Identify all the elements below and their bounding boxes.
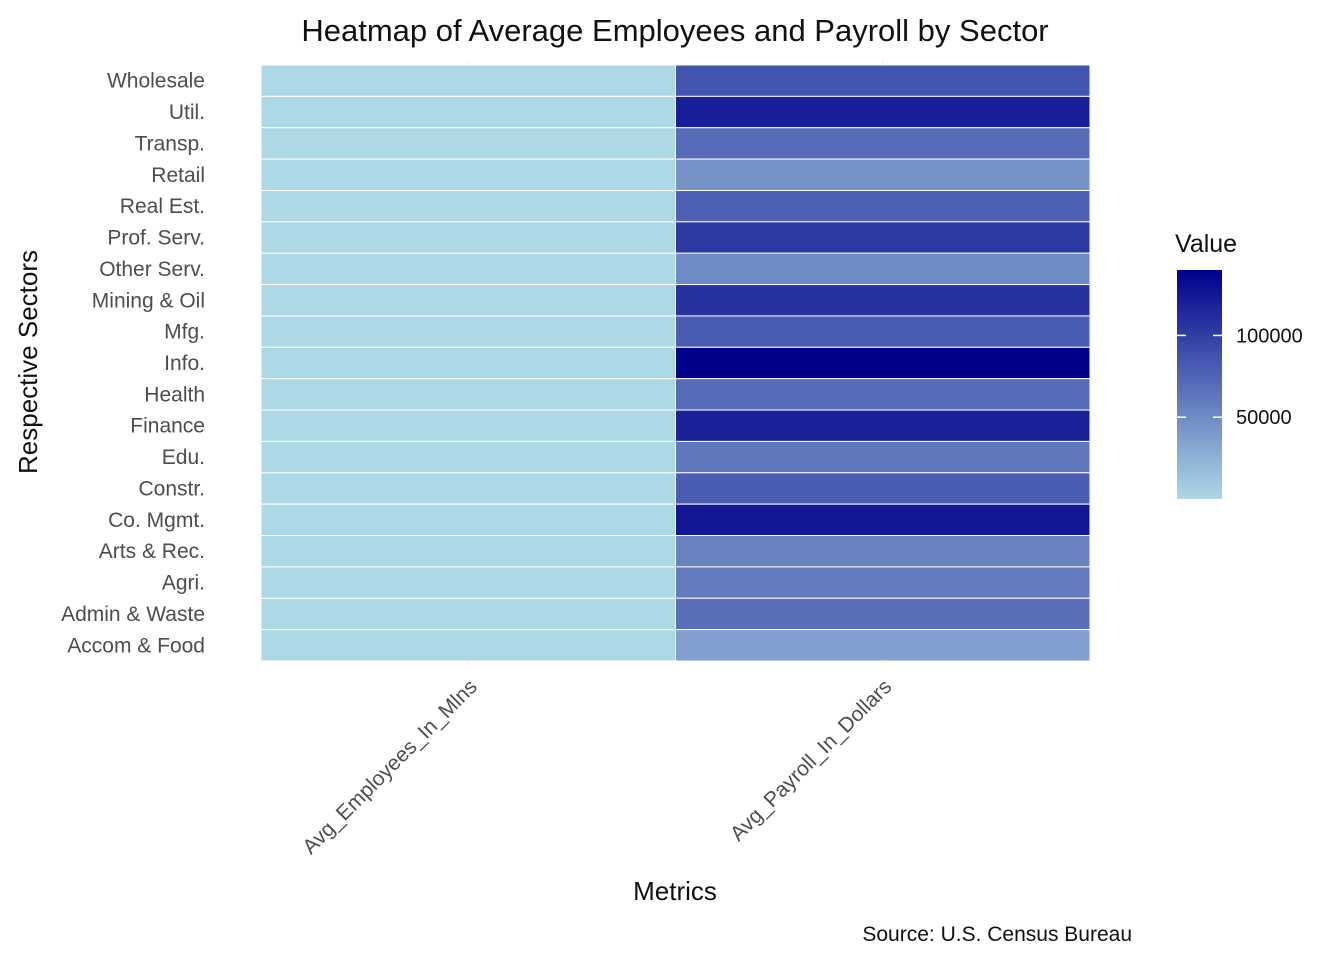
heatmap-cell xyxy=(675,597,1091,631)
y-tick-label: Mfg. xyxy=(164,321,205,344)
heatmap-cell xyxy=(260,409,676,442)
y-tick-label: Constr. xyxy=(138,477,205,500)
heatmap-cell xyxy=(260,629,676,662)
y-tick-label: Wholesale xyxy=(107,70,205,93)
legend-tick-label: 100000 xyxy=(1236,325,1303,347)
heatmap-cell xyxy=(260,189,676,223)
x-tick-label: Avg_Employees_In_Mlns xyxy=(298,675,482,859)
heatmap-cell xyxy=(260,597,676,631)
y-tick-label: Health xyxy=(144,383,205,406)
heatmap-cell xyxy=(675,346,1091,380)
y-tick-label: Arts & Rec. xyxy=(99,540,205,563)
heatmap-cell xyxy=(675,535,1091,568)
y-tick-label: Retail xyxy=(151,164,205,187)
heatmap-cell xyxy=(260,503,676,537)
heatmap-cell xyxy=(260,158,676,191)
legend-tick-label: 50000 xyxy=(1236,407,1292,429)
heatmap-cell xyxy=(675,378,1091,411)
y-tick-label: Other Serv. xyxy=(99,258,205,281)
y-tick-label: Agri. xyxy=(162,572,205,595)
heatmap-cell xyxy=(260,440,676,474)
heatmap-cell xyxy=(260,252,676,286)
heatmap-cell xyxy=(260,95,676,129)
heatmap-cell xyxy=(675,221,1091,254)
heatmap-cell xyxy=(675,189,1091,223)
heatmap-cell xyxy=(260,315,676,348)
heatmap-cell xyxy=(675,409,1091,442)
heatmap-cell xyxy=(260,472,676,505)
chart-title: Heatmap of Average Employees and Payroll… xyxy=(301,13,1048,48)
y-tick-label: Transp. xyxy=(135,132,205,155)
heatmap-cell xyxy=(260,284,676,317)
legend-colorbar xyxy=(1177,270,1222,499)
heatmap-cell xyxy=(260,535,676,568)
color-legend: Value 50000 100000 xyxy=(1175,230,1303,499)
heatmap-cell xyxy=(260,566,676,599)
x-tick-label: Avg_Payroll_In_Dollars xyxy=(726,675,896,845)
heatmap-cell xyxy=(675,566,1091,599)
heatmap-cell xyxy=(675,440,1091,474)
y-tick-label: Finance xyxy=(130,415,205,438)
heatmap-cell xyxy=(675,64,1091,97)
y-tick-label: Prof. Serv. xyxy=(107,227,205,250)
heatmap-cell xyxy=(675,315,1091,348)
legend-title: Value xyxy=(1175,230,1237,258)
heatmap-cell xyxy=(675,252,1091,286)
y-tick-label: Util. xyxy=(169,101,205,124)
x-tick-labels: Avg_Employees_In_Mlns Avg_Payroll_In_Doll… xyxy=(298,675,896,859)
heatmap-cell xyxy=(260,127,676,160)
heatmap-cell xyxy=(260,346,676,380)
heatmap-cell xyxy=(260,221,676,254)
x-axis-label: Metrics xyxy=(633,876,717,906)
heatmap-cell xyxy=(675,95,1091,129)
y-tick-label: Admin & Waste xyxy=(61,603,205,626)
legend-ticks: 50000 100000 xyxy=(1177,325,1303,429)
heatmap-cell xyxy=(260,378,676,411)
y-axis-label: Respective Sectors xyxy=(13,250,43,474)
heatmap-cell xyxy=(675,503,1091,537)
heatmap-cell xyxy=(675,284,1091,317)
y-tick-label: Real Est. xyxy=(120,195,205,218)
heatmap-cell xyxy=(675,158,1091,191)
heatmap-cell xyxy=(675,629,1091,662)
heatmap-cell xyxy=(675,472,1091,505)
y-tick-labels: Wholesale Util. Transp. Retail Real Est. Prof… xyxy=(61,70,205,658)
y-tick-label: Edu. xyxy=(162,446,205,469)
y-tick-label: Mining & Oil xyxy=(92,289,205,312)
y-tick-label: Info. xyxy=(164,352,205,375)
heatmap-cell xyxy=(260,64,676,97)
y-tick-label: Accom & Food xyxy=(67,634,205,657)
heatmap-cells xyxy=(260,64,1091,662)
y-tick-label: Co. Mgmt. xyxy=(108,509,205,532)
source-caption: Source: U.S. Census Bureau xyxy=(862,923,1132,946)
heatmap-cell xyxy=(675,127,1091,160)
